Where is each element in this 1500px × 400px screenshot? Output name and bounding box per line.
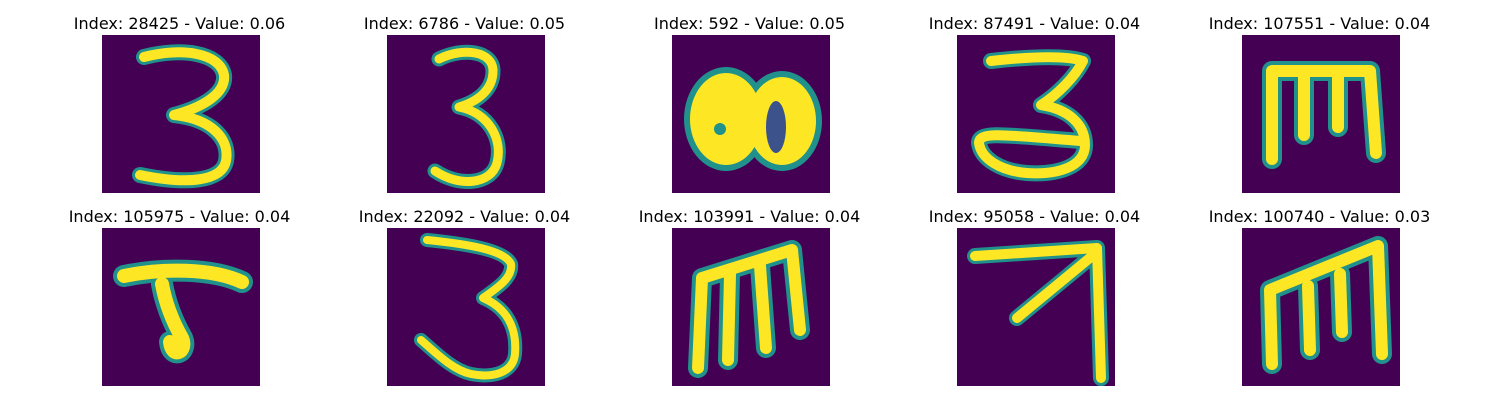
- digit-image: [101, 35, 260, 193]
- panel-title: Index: 105975 - Value: 0.04: [68, 207, 291, 226]
- digit-image: [956, 35, 1115, 193]
- sample-panel-4: Index: 87491 - Value: 0.04: [892, 14, 1177, 204]
- sample-panel-2: Index: 6786 - Value: 0.05: [322, 14, 607, 204]
- letter-image: [671, 228, 830, 386]
- panel-title: Index: 107551 - Value: 0.04: [1208, 14, 1431, 33]
- panel-title: Index: 100740 - Value: 0.03: [1208, 207, 1431, 226]
- sample-panel-9: Index: 95058 - Value: 0.04: [892, 207, 1177, 397]
- panel-title: Index: 28425 - Value: 0.06: [73, 14, 286, 33]
- panel-title: Index: 592 - Value: 0.05: [653, 14, 846, 33]
- blob-image: [671, 35, 830, 193]
- sample-panel-1: Index: 28425 - Value: 0.06: [37, 14, 322, 204]
- sample-panel-7: Index: 22092 - Value: 0.04: [322, 207, 607, 397]
- sample-panel-6: Index: 105975 - Value: 0.04: [37, 207, 322, 397]
- sample-panel-5: Index: 107551 - Value: 0.04: [1177, 14, 1462, 204]
- panel-title: Index: 22092 - Value: 0.04: [358, 207, 571, 226]
- glyph-image: [101, 228, 260, 386]
- panel-title: Index: 95058 - Value: 0.04: [928, 207, 1141, 226]
- digit-image: [386, 228, 545, 386]
- sample-panel-10: Index: 100740 - Value: 0.03: [1177, 207, 1462, 397]
- sample-panel-8: Index: 103991 - Value: 0.04: [607, 207, 892, 397]
- panel-title: Index: 87491 - Value: 0.04: [928, 14, 1141, 33]
- digit-image: [386, 35, 545, 193]
- glyph-image: [956, 228, 1115, 386]
- panel-title: Index: 103991 - Value: 0.04: [638, 207, 861, 226]
- sample-panel-3: Index: 592 - Value: 0.05: [607, 14, 892, 204]
- panel-title: Index: 6786 - Value: 0.05: [363, 14, 566, 33]
- letter-image: [1241, 228, 1400, 386]
- letter-image: [1241, 35, 1400, 193]
